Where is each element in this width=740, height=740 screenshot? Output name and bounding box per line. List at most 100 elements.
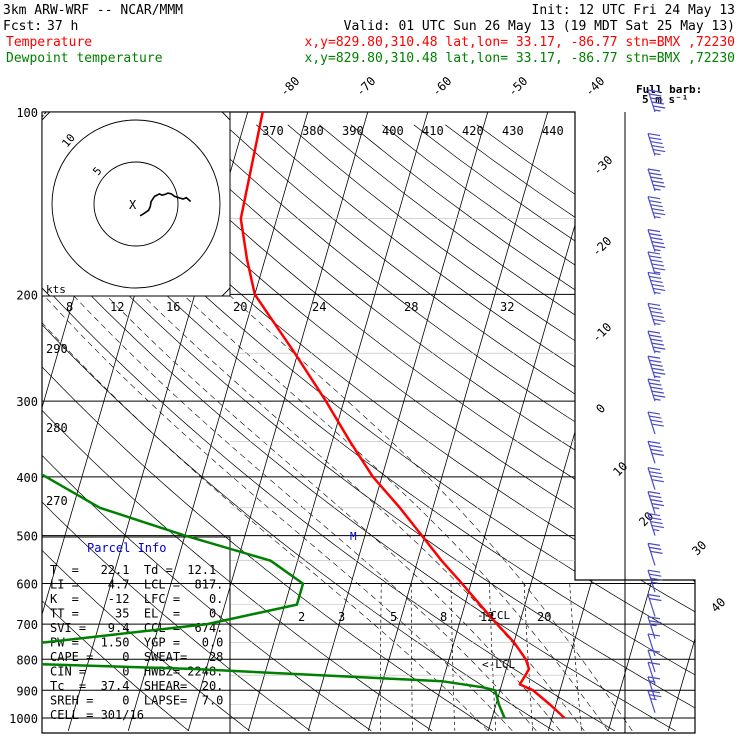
barb-half-flag	[651, 581, 658, 584]
barb-half-flag	[650, 698, 657, 701]
dewpoint-location: x,y=829.80,310.48 lat,lon= 33.17, -86.77…	[305, 51, 735, 66]
wind-barb	[647, 196, 666, 219]
fcst-label: Fcst:	[3, 19, 42, 34]
barb-flag	[650, 363, 663, 367]
wind-barb	[647, 411, 664, 435]
barb-flag	[650, 550, 663, 554]
barb-flag	[649, 136, 662, 141]
barb-flag	[651, 342, 664, 346]
barb-flag	[647, 569, 661, 573]
barb-staff	[647, 662, 656, 685]
parcel-marker: M	[350, 530, 357, 543]
barb-flag	[649, 382, 662, 386]
isotherm-label: 10	[610, 459, 630, 479]
storm-motion-marker: X	[129, 198, 137, 212]
barb-flag	[651, 180, 664, 184]
pressure-tick-label: 500	[16, 530, 38, 544]
barb-flag	[650, 204, 663, 208]
parcel-row: TT = 35 EL = 0.	[50, 607, 223, 621]
barb-flag	[651, 524, 664, 529]
barb-staff	[647, 89, 656, 113]
barb-staff	[647, 570, 656, 593]
barb-half-flag	[654, 375, 661, 378]
mixing-ratio-line	[410, 583, 413, 731]
barb-flag	[651, 503, 664, 507]
dry-adiabat	[42, 124, 433, 732]
barb-staff	[647, 491, 656, 514]
wind-barb	[647, 271, 666, 295]
isotherm-label: -50	[505, 74, 530, 99]
lcl-marker: <-LCL	[482, 658, 515, 671]
wind-barb	[647, 132, 666, 156]
barb-flag	[647, 411, 661, 415]
wind-barb	[647, 302, 666, 326]
barb-flag	[647, 251, 661, 255]
barb-flag	[647, 196, 661, 200]
barb-flag	[647, 690, 661, 694]
isotherm-label: 0	[593, 401, 608, 416]
barb-flag	[647, 676, 661, 680]
wind-barb	[647, 355, 666, 379]
barb-flag	[647, 616, 661, 620]
dry-adiabat	[42, 124, 372, 732]
isotherm	[367, 112, 557, 731]
barb-flag	[651, 263, 664, 267]
pressure-tick-label: 300	[16, 395, 38, 409]
parcel-title: Parcel Info	[87, 541, 166, 555]
barb-flag	[647, 491, 661, 495]
barb-flag	[651, 208, 664, 212]
pressure-tick-label: 600	[16, 578, 38, 592]
barb-half-flag	[654, 216, 661, 219]
barb-flag	[651, 101, 664, 105]
hodograph-trace	[139, 192, 192, 217]
init-time: Init: 12 UTC Fri 24 May 13	[532, 3, 736, 18]
barb-flag	[650, 310, 663, 315]
theta-left-label: 280	[46, 421, 68, 435]
barb-flag	[650, 176, 663, 180]
barb-flag	[647, 467, 661, 471]
barb-flag	[649, 93, 662, 97]
theta-label: 410	[422, 124, 444, 138]
barb-staff	[647, 251, 656, 275]
barb-staff	[647, 441, 656, 464]
wind-barb	[647, 661, 661, 685]
barb-flag	[651, 241, 664, 245]
isotherm-label: -70	[353, 74, 378, 99]
mixing-ratio-label: 2	[298, 610, 305, 624]
isotherm	[728, 84, 740, 731]
pressure-tick-label: 400	[16, 471, 38, 485]
dry-adiabat	[287, 124, 695, 732]
moist-adiabat	[42, 200, 489, 732]
theta-label: 380	[302, 124, 324, 138]
parcel-row: CAPE = 0 SWEAT= 28	[50, 650, 223, 664]
barb-staff	[647, 513, 656, 536]
barb-flag	[647, 89, 661, 93]
barb-flag	[647, 168, 661, 172]
hodograph-ring	[51, 119, 221, 289]
barb-flag	[651, 144, 664, 149]
wind-barb	[647, 593, 662, 617]
dry-adiabat	[42, 124, 250, 732]
wind-barb	[647, 168, 666, 192]
barb-flag	[649, 495, 662, 499]
barb-flag	[649, 306, 662, 311]
isotherm	[427, 112, 617, 731]
barb-flag	[653, 394, 666, 398]
mixing-ratio-line	[450, 583, 456, 731]
isotherm-label: -80	[277, 74, 302, 99]
dry-adiabat	[130, 124, 695, 732]
wind-barb	[647, 251, 666, 275]
barb-flag	[649, 334, 662, 338]
barb-flag	[647, 271, 661, 276]
mixing-ratio-line	[489, 583, 497, 731]
parcel-row: LI = 4.7 LCL = 817.	[50, 578, 223, 592]
barb-flag	[649, 546, 662, 550]
wind-barb	[647, 512, 664, 536]
theta-label: 430	[502, 124, 524, 138]
parcel-row: SVI = 9.4 CCL = 674.	[50, 621, 223, 635]
barb-flag	[649, 597, 662, 602]
dewpoint-profile	[42, 112, 506, 719]
isotherm	[547, 112, 695, 731]
wind-barb	[647, 491, 664, 514]
